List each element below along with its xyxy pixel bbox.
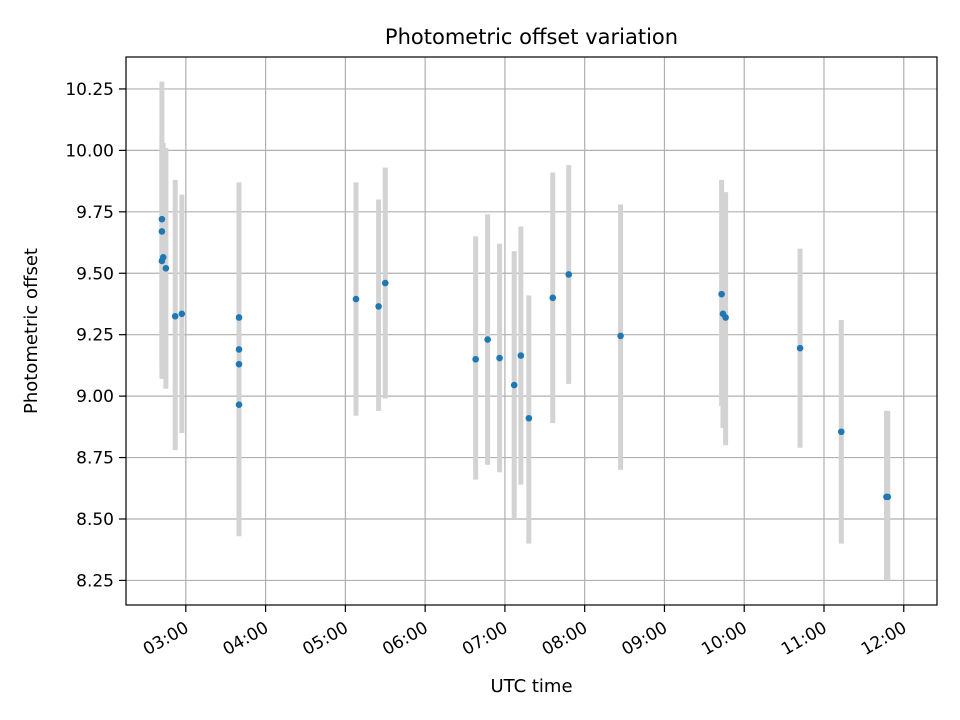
data-point [484, 336, 491, 343]
x-tick-label: 10:00 [698, 618, 750, 660]
y-axis-label: Photometric offset [21, 248, 42, 414]
data-point [472, 355, 479, 363]
data-point [525, 414, 533, 422]
y-tick-label: 9.00 [76, 387, 114, 407]
data-point [496, 354, 503, 362]
x-tick-label: 05:00 [299, 618, 351, 660]
data-point [162, 265, 170, 272]
x-axis-ticks: 03:00 04:00 05:00 06:00 07:00 08:00 09:00 10:00… [140, 605, 910, 660]
data-point [381, 279, 389, 287]
y-tick-label: 9.50 [76, 264, 114, 284]
x-tick-label: 09:00 [619, 618, 671, 660]
y-tick-label: 10.00 [65, 141, 114, 161]
data-point [352, 295, 360, 303]
data-point [235, 401, 243, 409]
chart-title: Photometric offset variation [385, 25, 678, 49]
y-tick-label: 9.75 [76, 203, 114, 223]
data-point [178, 310, 186, 318]
y-tick-label: 9.25 [76, 326, 114, 346]
plot-area-frame [125, 56, 938, 606]
data-point [158, 215, 166, 223]
data-point [617, 332, 624, 340]
data-point [884, 493, 892, 501]
data-point [235, 360, 243, 368]
data-point [517, 352, 525, 359]
data-point [158, 228, 166, 235]
data-point [718, 290, 725, 298]
grid-lines [126, 57, 937, 605]
x-tick-label: 12:00 [858, 618, 910, 660]
data-point [722, 314, 729, 321]
data-point [796, 344, 804, 352]
data-point [159, 253, 167, 261]
data-point [565, 271, 573, 278]
data-point [235, 346, 243, 353]
y-tick-label: 8.50 [76, 510, 114, 530]
error-bars [159, 81, 891, 581]
data-point [510, 381, 518, 389]
data-point [549, 294, 557, 302]
y-tick-label: 10.25 [65, 80, 114, 100]
data-points [158, 215, 892, 501]
x-tick-label: 04:00 [220, 618, 272, 660]
x-tick-label: 08:00 [539, 618, 591, 660]
x-tick-label: 07:00 [459, 618, 511, 660]
x-tick-label: 11:00 [778, 618, 830, 660]
y-tick-label: 8.25 [76, 571, 114, 591]
data-point [171, 312, 179, 320]
data-point [837, 428, 845, 436]
y-tick-label: 8.75 [76, 449, 114, 469]
y-axis-ticks: 8.25 8.50 8.75 9.00 9.25 9.50 9.75 10.00 10.25 [65, 80, 126, 591]
x-axis-label: UTC time [490, 676, 572, 697]
x-tick-label: 03:00 [140, 618, 192, 660]
data-point [235, 314, 243, 321]
data-point [375, 303, 382, 310]
x-tick-label: 06:00 [379, 618, 431, 660]
